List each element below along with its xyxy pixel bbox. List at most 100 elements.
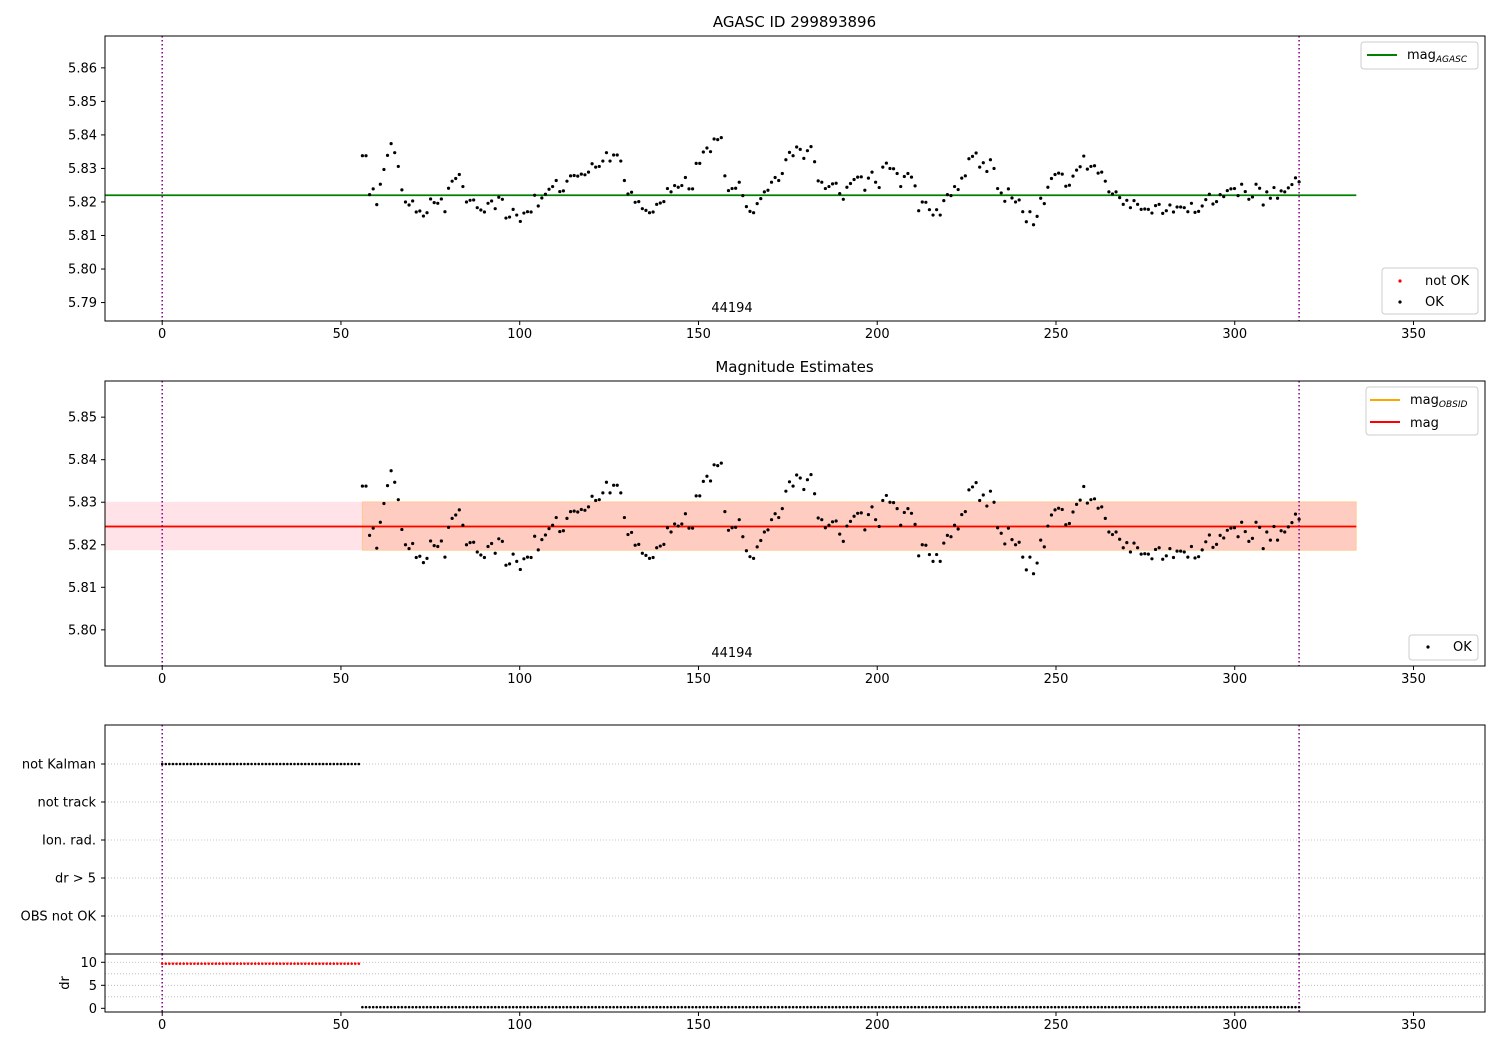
ok-data-point <box>956 187 960 192</box>
ok-data-point <box>942 541 946 545</box>
flag-point <box>221 762 225 766</box>
ok-data-point <box>676 524 680 528</box>
ok-dr-point <box>486 1005 490 1009</box>
ok-data-point <box>579 507 583 512</box>
ok-data-point <box>1193 556 1197 560</box>
ok-data-point <box>899 184 903 189</box>
y-tick-label: 5.82 <box>68 195 97 210</box>
ok-dr-point <box>727 1005 730 1009</box>
ok-data-point <box>1132 541 1136 545</box>
ok-data-point <box>827 184 831 189</box>
ok-data-point <box>1175 549 1179 553</box>
ok-data-point <box>1103 516 1107 521</box>
ok-dr-point <box>874 1005 877 1009</box>
magnitude-plot-frame <box>104 380 1486 667</box>
ok-data-point <box>393 151 397 155</box>
ok-data-point <box>418 554 422 558</box>
ok-data-point <box>475 550 479 554</box>
ok-data-point <box>1200 548 1204 552</box>
ok-dr-point <box>842 1005 845 1009</box>
legend-mag-obsid-sub: OBSID <box>1439 400 1468 410</box>
ok-dr-point <box>1039 1005 1042 1009</box>
ok-data-point <box>1114 190 1118 194</box>
ok-data-point <box>1265 530 1269 534</box>
ok-data-point <box>870 505 874 509</box>
ok-data-point <box>1146 552 1150 556</box>
ok-data-point <box>543 192 548 196</box>
ok-data-point <box>766 528 770 532</box>
ok-data-point <box>400 527 404 532</box>
ok-data-point <box>554 515 558 520</box>
ok-dr-point <box>1265 1005 1269 1009</box>
ok-data-point <box>490 199 494 203</box>
ok-data-point <box>418 209 422 213</box>
ok-data-point <box>1064 523 1068 527</box>
ok-dr-point <box>877 1005 881 1009</box>
ok-data-point <box>669 190 673 194</box>
ok-data-point <box>576 510 580 514</box>
ok-dr-point <box>425 1005 429 1009</box>
not-ok-dr-point <box>207 962 210 965</box>
ok-data-point <box>1211 545 1215 549</box>
ok-data-point <box>608 159 612 163</box>
ok-dr-point <box>978 1005 981 1009</box>
ok-data-point <box>1060 172 1064 176</box>
ok-dr-point <box>504 1005 508 1009</box>
ok-data-point <box>1279 529 1283 533</box>
ok-data-point <box>1143 552 1147 556</box>
ok-data-point <box>996 526 1000 530</box>
ok-dr-point <box>910 1005 913 1009</box>
ok-data-point <box>1186 210 1190 214</box>
ok-data-point <box>633 200 637 204</box>
ok-dr-point <box>432 1005 436 1009</box>
ok-data-point <box>1021 555 1025 559</box>
ok-data-point <box>1218 533 1222 538</box>
not-ok-dr-point <box>286 962 289 965</box>
ok-data-point <box>698 494 702 498</box>
x-tick-label: 200 <box>865 327 890 342</box>
not-ok-dr-point <box>228 962 232 965</box>
ok-dr-point <box>1028 1005 1032 1009</box>
not-ok-dr-point <box>282 962 286 965</box>
ok-dr-point <box>404 1005 407 1009</box>
ok-data-point <box>486 544 490 549</box>
ok-data-point <box>1290 182 1294 187</box>
ok-data-point <box>1085 501 1089 505</box>
ok-data-point <box>1118 537 1122 541</box>
ok-dr-point <box>899 1005 903 1009</box>
ok-data-point <box>1275 196 1280 200</box>
ok-data-point <box>1017 540 1021 544</box>
ok-data-point <box>1049 176 1054 181</box>
ok-dr-point <box>1100 1005 1104 1009</box>
ok-data-point <box>655 546 659 550</box>
ok-dr-point <box>1269 1005 1272 1009</box>
legend-box <box>1360 41 1479 70</box>
ok-data-point <box>429 197 433 201</box>
ok-dr-point <box>1082 1005 1086 1009</box>
flag-point <box>210 762 214 766</box>
ok-dr-point <box>1075 1005 1078 1009</box>
ok-data-point <box>863 528 867 532</box>
ok-data-point <box>978 498 982 503</box>
ok-data-point <box>1024 220 1028 224</box>
ok-data-point <box>1214 200 1219 204</box>
ok-dr-point <box>389 1005 393 1009</box>
ok-data-point <box>1261 203 1265 207</box>
ok-dr-point <box>691 1005 694 1009</box>
ok-dr-point <box>870 1005 874 1009</box>
ok-dr-point <box>1114 1005 1118 1009</box>
ok-data-point <box>615 153 619 157</box>
ok-data-point <box>874 180 878 184</box>
ok-data-point <box>751 211 756 215</box>
ok-data-point <box>1268 196 1272 200</box>
ok-data-point <box>608 491 612 495</box>
not-ok-dr-point <box>171 962 175 965</box>
ok-data-point <box>1182 206 1186 210</box>
ok-dr-point <box>458 1005 461 1009</box>
ok-dr-point <box>580 1005 583 1009</box>
ok-dr-point <box>501 1005 504 1009</box>
ok-dr-point <box>540 1005 544 1009</box>
ok-data-point <box>1039 538 1043 542</box>
ok-data-point <box>985 169 989 174</box>
ok-data-point <box>619 491 623 495</box>
